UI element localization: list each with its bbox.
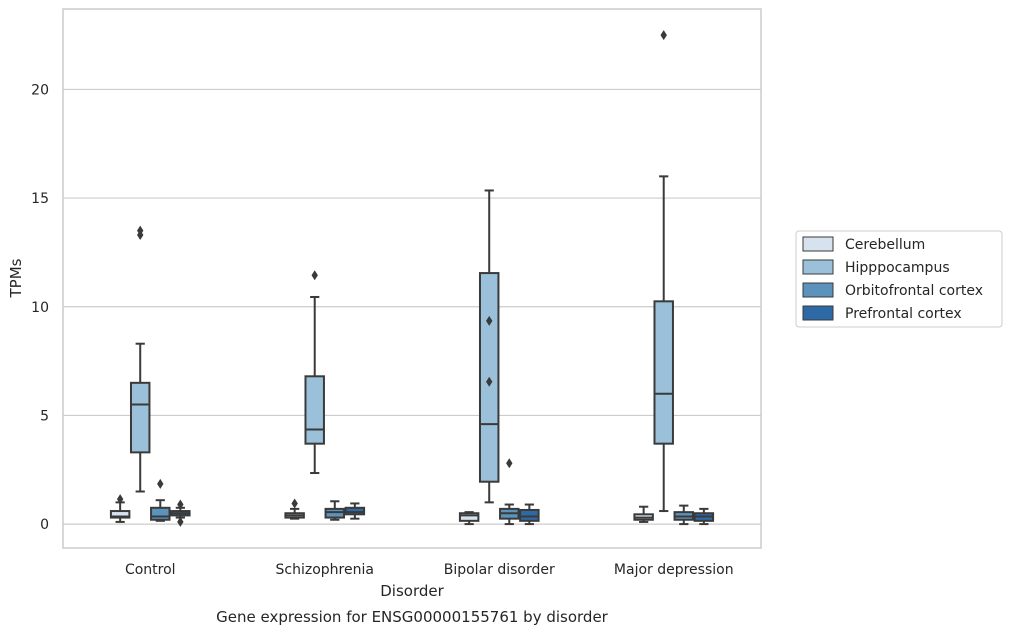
legend-label: Orbitofrontal cortex — [845, 283, 983, 299]
legend-swatch — [802, 282, 834, 298]
box-body — [324, 507, 346, 519]
box-layer — [109, 30, 715, 527]
grid-layer — [63, 88, 761, 525]
legend-frame — [795, 230, 1003, 328]
box-hipppocampus — [478, 189, 500, 504]
outlier-marker — [177, 499, 184, 510]
box-orbitofrontal-cortex — [673, 504, 695, 526]
y-tick-label: 15 — [31, 191, 49, 207]
tick-layer: 0 5 10 15 20 Control Schizophrenia Bipolar diso… — [31, 82, 733, 578]
x-axis-label: Disorder — [380, 582, 444, 600]
box-body — [304, 375, 325, 445]
x-tick-label: Control — [125, 562, 176, 578]
outlier-marker — [116, 494, 124, 505]
outlier-marker — [506, 458, 513, 469]
outlier-marker — [157, 478, 164, 489]
outlier-marker — [486, 376, 493, 387]
box-orbitofrontal-cortex — [150, 478, 171, 522]
legend-label: Cerebellum — [845, 237, 925, 253]
legend-swatch — [802, 236, 834, 252]
box-body — [344, 506, 366, 516]
legend-swatch — [802, 305, 834, 321]
box-orbitofrontal-cortex — [499, 458, 520, 526]
x-tick-label: Major depression — [614, 562, 734, 578]
box-body — [653, 300, 674, 445]
chart-caption: Gene expression for ENSG00000155761 by d… — [216, 608, 609, 626]
box-orbitofrontal-cortex — [324, 500, 346, 521]
box-cerebellum — [633, 505, 654, 523]
legend-label: Prefrontal cortex — [845, 306, 962, 322]
legend: Cerebellum Hipppocampus Orbitofrontal cort… — [795, 230, 1003, 328]
y-tick-label: 0 — [40, 517, 49, 533]
box-prefrontal-cortex — [519, 503, 540, 526]
outlier-marker — [291, 498, 298, 509]
plot-frame — [62, 8, 762, 549]
outlier-marker — [311, 270, 318, 281]
y-tick-label: 10 — [31, 300, 49, 316]
legend-label: Hipppocampus — [845, 260, 950, 276]
x-tick-label: Schizophrenia — [276, 562, 374, 578]
box-body — [458, 512, 480, 522]
box-prefrontal-cortex — [693, 507, 715, 526]
box-cerebellum — [284, 498, 305, 520]
box-cerebellum — [109, 494, 131, 523]
legend-swatch — [802, 259, 834, 275]
box-hipppocampus — [129, 225, 151, 493]
box-prefrontal-cortex — [170, 499, 191, 527]
y-tick-label: 20 — [31, 82, 49, 98]
outlier-marker — [177, 516, 184, 527]
y-tick-label: 5 — [40, 408, 49, 424]
x-tick-label: Bipolar disorder — [444, 562, 555, 578]
box-hipppocampus — [653, 30, 674, 513]
box-body — [129, 381, 151, 454]
outlier-marker — [486, 315, 493, 326]
y-axis-label: TPMs — [7, 258, 25, 298]
box-hipppocampus — [304, 270, 325, 475]
box-cerebellum — [458, 511, 480, 526]
box-body — [519, 508, 540, 522]
outlier-marker — [660, 30, 667, 41]
outlier-marker — [137, 225, 144, 236]
box-prefrontal-cortex — [344, 502, 366, 520]
box-body — [150, 506, 171, 521]
box-body — [109, 510, 131, 519]
